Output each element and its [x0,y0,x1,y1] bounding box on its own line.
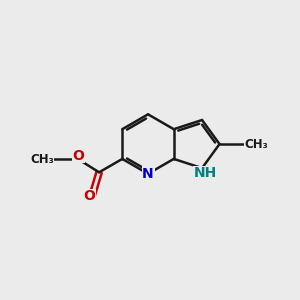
Text: CH₃: CH₃ [30,153,54,166]
Text: CH₃: CH₃ [244,138,268,151]
Text: O: O [73,148,84,163]
Text: NH: NH [194,167,217,181]
Text: N: N [142,167,154,181]
Text: O: O [84,190,95,203]
